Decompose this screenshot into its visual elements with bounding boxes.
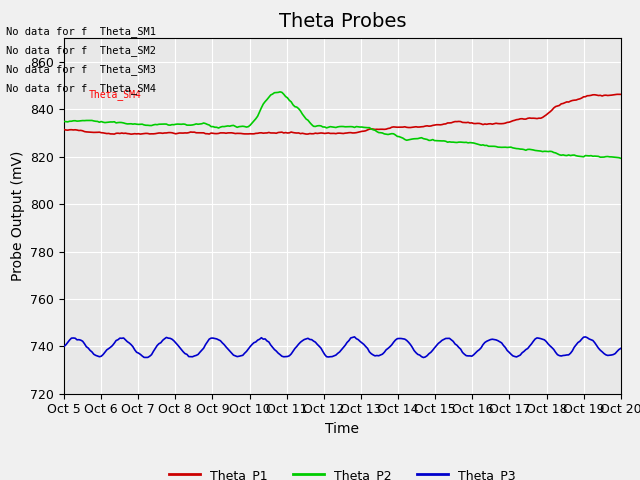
Text: No data for f  Theta_SM4: No data for f Theta_SM4 xyxy=(6,83,156,94)
Text: No data for f  Theta_SM1: No data for f Theta_SM1 xyxy=(6,25,156,36)
Title: Theta Probes: Theta Probes xyxy=(278,12,406,31)
Legend: Theta_P1, Theta_P2, Theta_P3: Theta_P1, Theta_P2, Theta_P3 xyxy=(164,464,521,480)
Text: Theta_SM4: Theta_SM4 xyxy=(89,89,142,100)
Text: No data for f  Theta_SM2: No data for f Theta_SM2 xyxy=(6,45,156,56)
Text: No data for f  Theta_SM3: No data for f Theta_SM3 xyxy=(6,64,156,75)
X-axis label: Time: Time xyxy=(325,422,360,436)
Y-axis label: Probe Output (mV): Probe Output (mV) xyxy=(11,151,25,281)
